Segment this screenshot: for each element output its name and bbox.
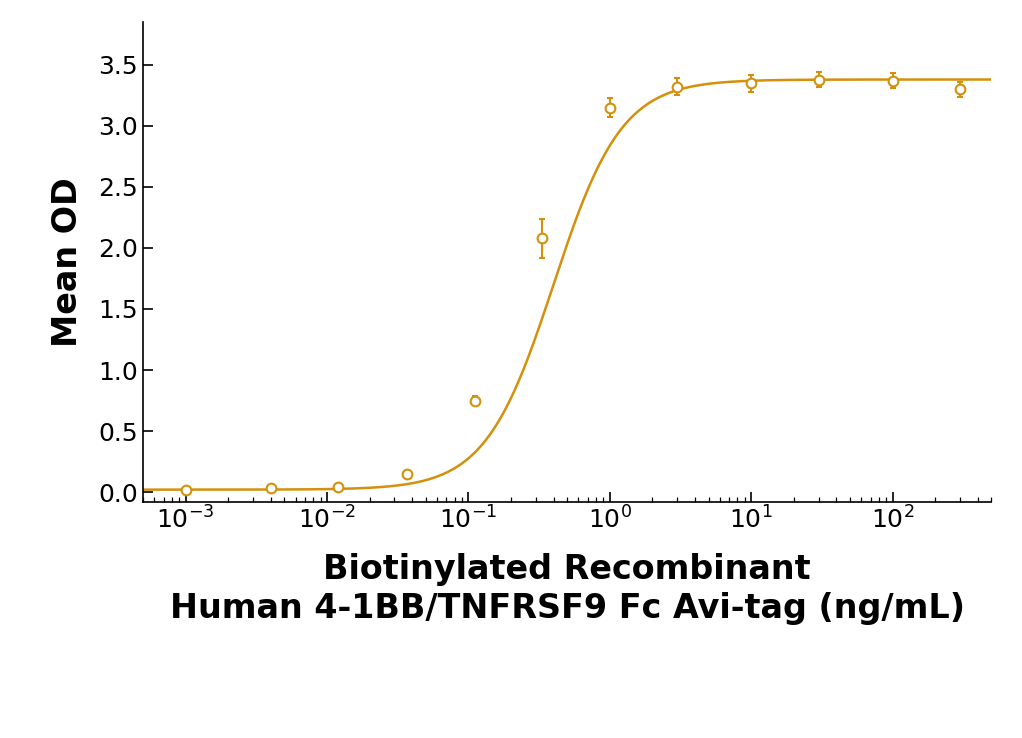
Y-axis label: Mean OD: Mean OD (51, 177, 85, 347)
X-axis label: Biotinylated Recombinant
Human 4-1BB/TNFRSF9 Fc Avi-tag (ng/mL): Biotinylated Recombinant Human 4-1BB/TNF… (170, 554, 965, 624)
